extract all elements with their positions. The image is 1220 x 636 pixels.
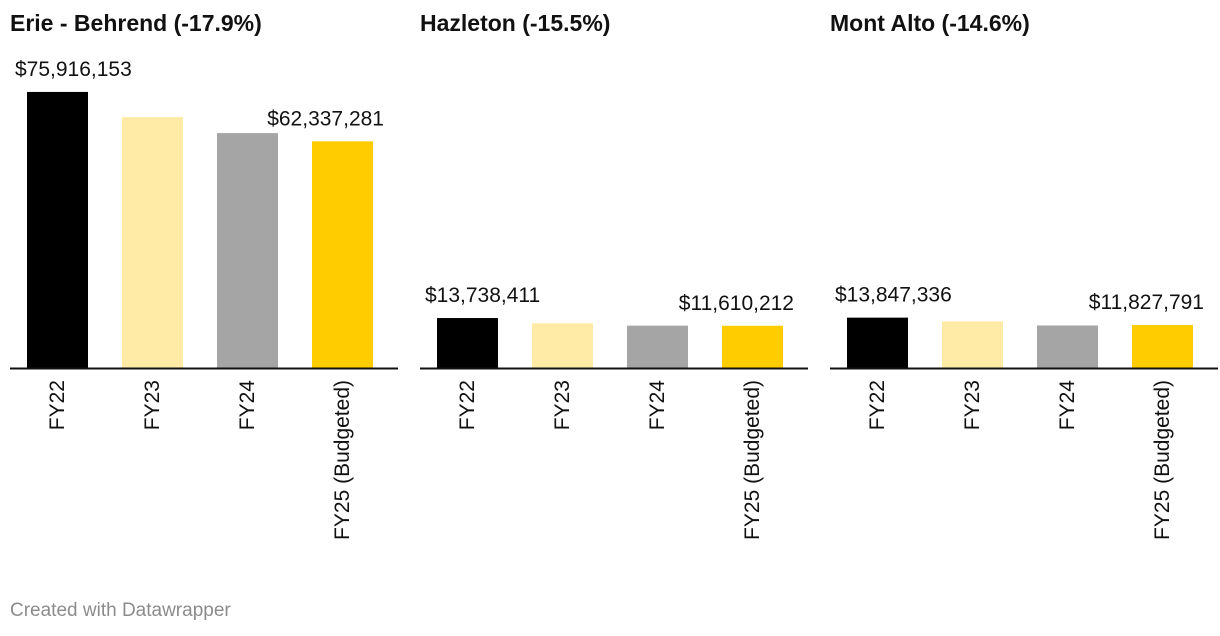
x-tick-label: FY23: [961, 380, 984, 430]
x-tick-label: FY22: [46, 380, 69, 430]
bar-fy24: [627, 325, 688, 368]
x-tick-label: FY25 (Budgeted): [1151, 380, 1174, 540]
x-tick-label: FY24: [236, 380, 259, 431]
x-tick-label: FY25 (Budgeted): [741, 380, 764, 540]
chart-panel-erie-behrend: Erie - Behrend (-17.9%) $75,916,153 FY22 F…: [10, 0, 410, 600]
bar-fy25-budgeted-: [1132, 324, 1193, 368]
bar-fy24: [1037, 325, 1098, 368]
bar-fy24: [217, 133, 278, 368]
bar-chart-svg: $13,847,336 FY22 FY23 FY24 $11,827,791 FY25 (…: [830, 284, 1218, 540]
x-tick-label: FY24: [646, 380, 669, 431]
data-label: $11,827,791: [1089, 291, 1204, 314]
bar-chart-svg: $75,916,153 FY22 FY23 FY24 $62,337,281 FY25 (…: [10, 58, 398, 540]
data-label: $13,847,336: [835, 284, 952, 307]
small-multiples-bar-charts: Erie - Behrend (-17.9%) $75,916,153 FY22 F…: [10, 0, 1220, 600]
bar-chart-svg: $13,738,411 FY22 FY23 FY24 $11,610,212 FY25 (…: [420, 284, 808, 540]
chart-panel-hazleton: Hazleton (-15.5%) $13,738,411 FY22 FY23 FY2…: [420, 0, 820, 600]
x-tick-label: FY22: [456, 380, 479, 430]
bar-fy25-budgeted-: [722, 325, 783, 368]
data-label: $75,916,153: [15, 58, 132, 81]
data-label: $13,738,411: [425, 284, 540, 307]
x-tick-label: FY23: [551, 380, 574, 430]
chart-title: Hazleton (-15.5%): [420, 10, 611, 36]
bar-fy23: [532, 323, 593, 368]
bar-fy23: [122, 117, 183, 368]
bar-fy22: [27, 91, 88, 369]
bar-fy22: [847, 317, 908, 368]
chart-title: Erie - Behrend (-17.9%): [10, 10, 262, 36]
x-tick-label: FY22: [866, 380, 889, 430]
data-label: $62,337,281: [267, 107, 384, 130]
x-tick-label: FY24: [1056, 380, 1079, 431]
x-tick-label: FY25 (Budgeted): [331, 380, 354, 540]
bar-fy25-budgeted-: [312, 141, 373, 368]
bar-fy23: [942, 321, 1003, 368]
bar-fy22: [437, 318, 498, 368]
chart-panel-mont-alto: Mont Alto (-14.6%) $13,847,336 FY22 FY23 FY…: [830, 0, 1220, 600]
data-label: $11,610,212: [679, 292, 794, 315]
datawrapper-credit: Created with Datawrapper: [10, 600, 231, 621]
chart-title: Mont Alto (-14.6%): [830, 10, 1030, 36]
x-tick-label: FY23: [141, 380, 164, 430]
